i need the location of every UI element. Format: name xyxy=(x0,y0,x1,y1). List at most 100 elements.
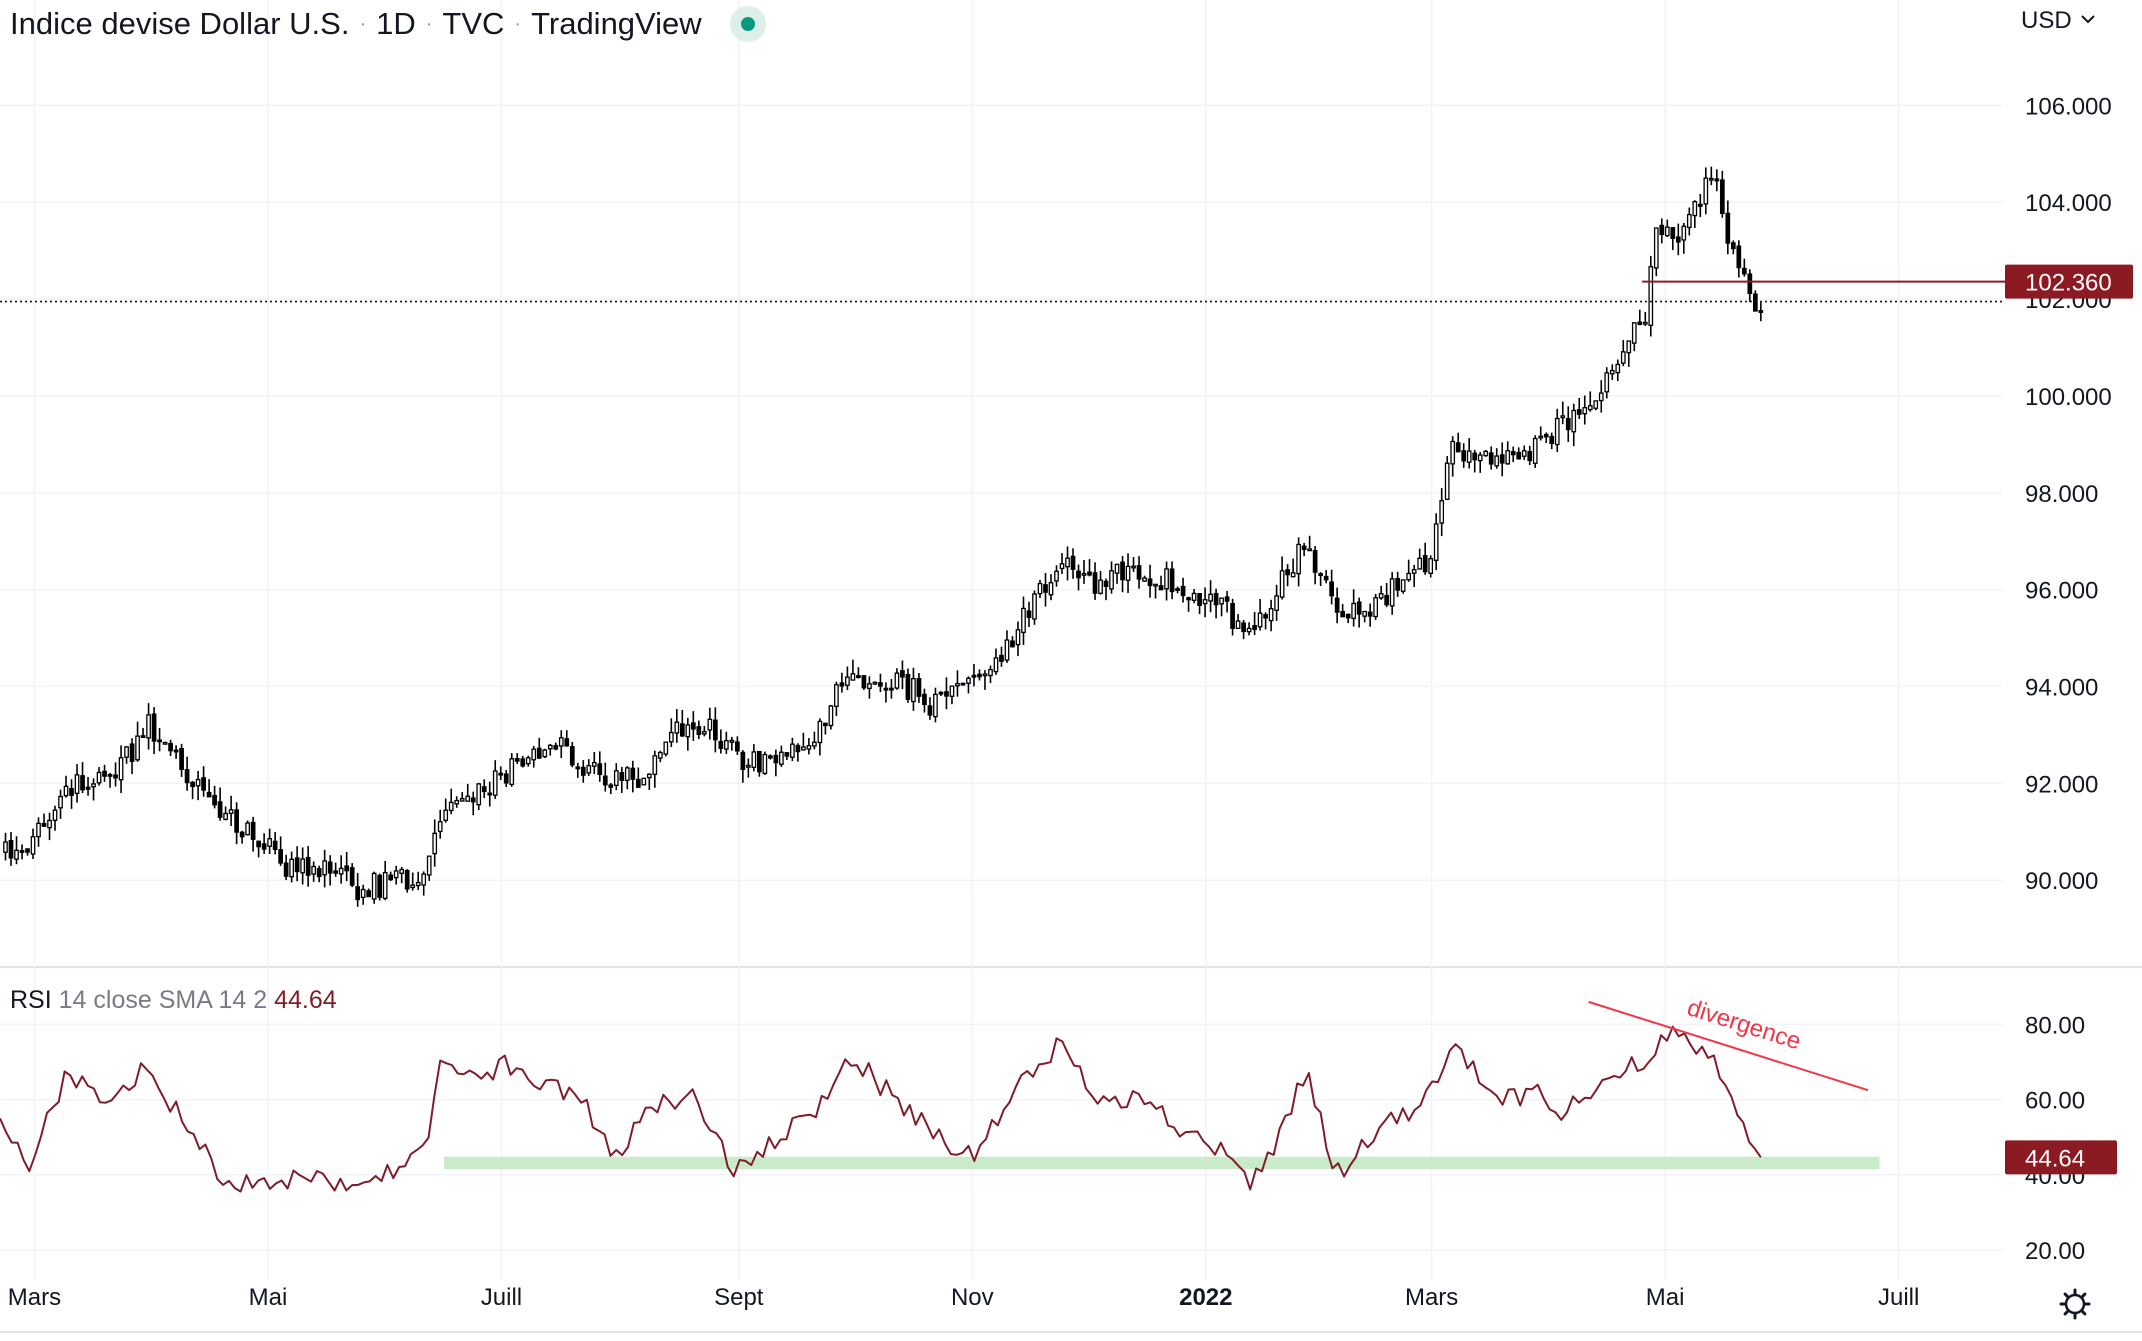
candle[interactable] xyxy=(1021,596,1026,645)
candle[interactable] xyxy=(712,707,718,753)
candle[interactable] xyxy=(1477,452,1483,473)
candle[interactable] xyxy=(206,779,212,798)
candle[interactable] xyxy=(1263,612,1268,630)
candle[interactable] xyxy=(1620,339,1626,367)
candle[interactable] xyxy=(1494,448,1500,469)
candle[interactable] xyxy=(47,812,52,841)
candle[interactable] xyxy=(338,855,344,884)
candle[interactable] xyxy=(102,764,107,782)
candle[interactable] xyxy=(201,766,206,797)
candle[interactable] xyxy=(982,670,988,690)
price-tick-label[interactable]: 98.000 xyxy=(2025,481,2098,508)
candle[interactable] xyxy=(1758,302,1764,322)
candle[interactable] xyxy=(933,687,938,723)
candle[interactable] xyxy=(580,760,586,783)
candle[interactable] xyxy=(1081,560,1087,584)
candle[interactable] xyxy=(817,718,823,756)
candle[interactable] xyxy=(1708,166,1714,186)
candle[interactable] xyxy=(1351,589,1357,627)
candle[interactable] xyxy=(151,707,157,755)
candle[interactable] xyxy=(1224,590,1230,613)
candle[interactable] xyxy=(305,846,311,887)
candle[interactable] xyxy=(1208,580,1213,613)
candle[interactable] xyxy=(8,832,14,866)
candle[interactable] xyxy=(1037,579,1043,599)
candle[interactable] xyxy=(1642,311,1648,326)
candle[interactable] xyxy=(1219,597,1224,617)
candle[interactable] xyxy=(1499,442,1505,477)
candle[interactable] xyxy=(228,795,234,826)
candle[interactable] xyxy=(30,828,36,859)
candle[interactable] xyxy=(14,836,19,865)
candle[interactable] xyxy=(1675,223,1681,256)
candle[interactable] xyxy=(1142,575,1147,582)
candle[interactable] xyxy=(597,751,603,782)
candle[interactable] xyxy=(283,854,289,881)
candle[interactable] xyxy=(1367,603,1373,627)
candle[interactable] xyxy=(498,766,504,781)
candle[interactable] xyxy=(514,753,520,764)
candle[interactable] xyxy=(250,816,256,852)
candle[interactable] xyxy=(1664,219,1670,237)
candle[interactable] xyxy=(685,717,691,751)
price-tick-label[interactable]: 104.000 xyxy=(2025,190,2112,217)
candle[interactable] xyxy=(696,720,702,740)
candle[interactable] xyxy=(1032,590,1037,625)
x-tick-label[interactable]: Mars xyxy=(8,1284,61,1311)
candle[interactable] xyxy=(635,767,641,788)
candle[interactable] xyxy=(729,736,735,751)
candle[interactable] xyxy=(1125,553,1131,593)
candle[interactable] xyxy=(938,691,944,697)
x-tick-label[interactable]: Juill xyxy=(1878,1284,1919,1311)
symbol-name[interactable]: Indice devise Dollar U.S. xyxy=(10,6,350,41)
candle[interactable] xyxy=(1307,535,1312,552)
candle[interactable] xyxy=(1417,548,1423,570)
currency-label[interactable]: USD xyxy=(2021,7,2072,34)
candle[interactable] xyxy=(1384,582,1390,608)
rsi-tick-label[interactable]: 80.00 xyxy=(2025,1012,2085,1039)
candle[interactable] xyxy=(1323,570,1329,584)
chevron-down-icon[interactable] xyxy=(2081,15,2095,24)
x-tick-label[interactable]: Mars xyxy=(1405,1284,1458,1311)
candle[interactable] xyxy=(124,746,129,764)
candle[interactable] xyxy=(1587,391,1593,412)
candle[interactable] xyxy=(768,754,773,760)
candle[interactable] xyxy=(1147,564,1153,598)
candle[interactable] xyxy=(349,863,355,888)
candle[interactable] xyxy=(1626,340,1632,367)
candle[interactable] xyxy=(619,766,625,793)
candle[interactable] xyxy=(300,847,306,885)
candle[interactable] xyxy=(1406,559,1412,582)
candle[interactable] xyxy=(239,830,245,844)
candle[interactable] xyxy=(1532,435,1538,468)
candle[interactable] xyxy=(828,704,834,730)
candle[interactable] xyxy=(845,666,850,691)
candle[interactable] xyxy=(536,737,542,759)
candle[interactable] xyxy=(41,813,47,827)
candle[interactable] xyxy=(404,869,410,893)
candle[interactable] xyxy=(674,709,680,743)
candle[interactable] xyxy=(1373,593,1379,620)
candle[interactable] xyxy=(1653,227,1659,277)
candle[interactable] xyxy=(779,745,784,768)
candle[interactable] xyxy=(146,703,151,750)
candle[interactable] xyxy=(1197,592,1202,615)
candle[interactable] xyxy=(806,738,812,755)
candle[interactable] xyxy=(1697,193,1703,218)
candle[interactable] xyxy=(63,775,69,798)
candle[interactable] xyxy=(58,789,63,819)
candle[interactable] xyxy=(971,663,977,687)
candle[interactable] xyxy=(1736,240,1742,278)
candle[interactable] xyxy=(1274,584,1279,621)
candle[interactable] xyxy=(960,682,966,686)
candle[interactable] xyxy=(355,872,361,907)
candle[interactable] xyxy=(1505,441,1511,465)
candle[interactable] xyxy=(1714,169,1720,192)
rsi-name[interactable]: RSI xyxy=(10,986,52,1014)
candle[interactable] xyxy=(1334,587,1340,624)
candle[interactable] xyxy=(1070,548,1076,579)
candle[interactable] xyxy=(1136,556,1142,589)
x-tick-label[interactable]: Nov xyxy=(951,1284,994,1311)
candle[interactable] xyxy=(195,771,201,801)
